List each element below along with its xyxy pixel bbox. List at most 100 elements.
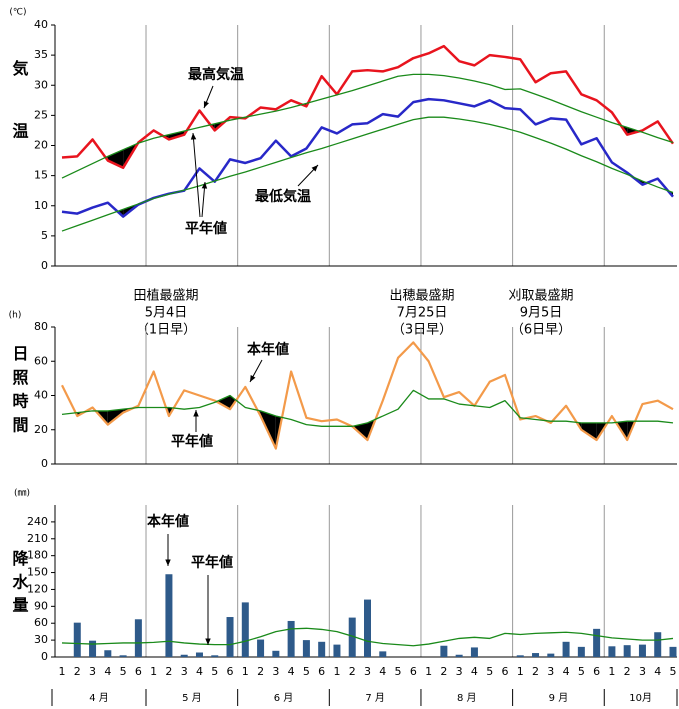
bar — [104, 650, 112, 657]
bar — [333, 644, 341, 657]
month-label: 7 月 — [365, 692, 385, 704]
x-tick-label: 6 — [318, 665, 325, 678]
bar — [241, 602, 249, 657]
arrow-head — [165, 559, 171, 566]
bar — [348, 617, 356, 657]
bar — [134, 619, 142, 657]
x-tick-label: 4 — [196, 665, 203, 678]
x-tick-label: 1 — [517, 665, 524, 678]
y-tick-label: 40 — [34, 18, 48, 31]
arrow-head — [205, 638, 211, 645]
y-tick-label: 80 — [34, 320, 48, 333]
y-tick-label: 240 — [27, 515, 48, 528]
y-axis-title: 降水量 — [10, 549, 29, 620]
bar — [455, 654, 463, 657]
bar — [638, 644, 646, 657]
x-tick-label: 3 — [272, 665, 279, 678]
x-tick-label: 2 — [74, 665, 81, 678]
y-tick-label: 5 — [41, 229, 48, 242]
x-tick-label: 4 — [471, 665, 478, 678]
x-tick-label: 2 — [257, 665, 264, 678]
y-tick-label: 10 — [34, 199, 48, 212]
x-tick-label: 4 — [104, 665, 111, 678]
y-tick-label: 60 — [34, 354, 48, 367]
stage-annotation: （1日早） — [136, 323, 196, 338]
annotation: 最低気温 — [255, 188, 311, 205]
stage-annotation: （6日早） — [511, 323, 571, 338]
bar — [547, 653, 555, 657]
y-tick-label: 0 — [41, 259, 48, 272]
y-tick-label: 20 — [34, 423, 48, 436]
bar — [73, 622, 81, 657]
bar — [562, 641, 570, 657]
arrow-head — [203, 101, 209, 108]
x-tick-label: 1 — [425, 665, 432, 678]
bar — [440, 645, 448, 657]
series-line — [61, 44, 675, 170]
annotation: 本年値 — [247, 341, 289, 358]
bar — [318, 641, 326, 657]
bar — [287, 620, 295, 657]
bar — [119, 655, 127, 657]
bar — [195, 652, 203, 657]
x-tick-label: 5 — [670, 665, 677, 678]
month-label: 10月 — [629, 692, 652, 704]
x-tick-label: 1 — [59, 665, 66, 678]
x-tick-label: 4 — [563, 665, 570, 678]
stage-annotation: 刈取最盛期 — [508, 289, 573, 304]
x-tick-label: 4 — [379, 665, 386, 678]
x-tick-label: 6 — [501, 665, 508, 678]
month-label: 6 月 — [274, 692, 294, 704]
y-unit: (℃) — [9, 8, 26, 18]
annotation: 最高気温 — [188, 66, 244, 83]
stage-annotation: 出穂最盛期 — [389, 289, 454, 304]
series-line — [61, 116, 674, 232]
below-normal-fill — [107, 149, 124, 168]
x-tick-label: 1 — [333, 665, 340, 678]
stage-annotation: 7月25日 — [397, 306, 448, 321]
bar — [165, 574, 173, 657]
bar — [226, 617, 234, 657]
x-tick-label: 3 — [639, 665, 646, 678]
stage-annotation: （3日早） — [392, 323, 452, 338]
y-tick-label: 60 — [34, 616, 48, 629]
y-tick-label: 0 — [41, 650, 48, 663]
arrow-head — [193, 410, 199, 417]
series-line — [61, 341, 674, 450]
x-tick-label: 3 — [181, 665, 188, 678]
x-tick-label: 3 — [364, 665, 371, 678]
below-normal-fill — [581, 422, 597, 441]
y-tick-label: 40 — [34, 389, 48, 402]
x-tick-label: 5 — [486, 665, 493, 678]
bar — [302, 640, 310, 657]
x-tick-label: 3 — [547, 665, 554, 678]
bar — [654, 632, 662, 657]
x-tick-label: 1 — [608, 665, 615, 678]
x-tick-label: 2 — [165, 665, 172, 678]
bar — [272, 650, 280, 657]
x-tick-label: 2 — [440, 665, 447, 678]
y-tick-label: 180 — [27, 549, 48, 562]
arrow-head — [311, 165, 318, 172]
bar — [364, 599, 371, 657]
x-tick-label: 6 — [227, 665, 234, 678]
month-label: 8 月 — [457, 692, 477, 704]
x-tick-label: 5 — [578, 665, 585, 678]
stage-annotation: 5月4日 — [145, 306, 188, 321]
below-normal-fill — [216, 395, 231, 410]
x-tick-label: 3 — [89, 665, 96, 678]
series-line — [61, 389, 674, 427]
y-axis-title: 日照時間 — [10, 345, 29, 440]
y-tick-label: 120 — [27, 582, 48, 595]
annotation: 平年値 — [191, 554, 233, 571]
stage-annotation: 9月5日 — [520, 306, 563, 321]
arrow-head — [250, 375, 256, 382]
y-tick-label: 90 — [34, 599, 48, 612]
x-tick-label: 1 — [150, 665, 157, 678]
y-tick-label: 35 — [34, 48, 48, 61]
stage-annotation: 田植最盛期 — [133, 289, 198, 304]
x-tick-label: 2 — [624, 665, 631, 678]
bar — [669, 646, 677, 657]
y-tick-label: 150 — [27, 566, 48, 579]
